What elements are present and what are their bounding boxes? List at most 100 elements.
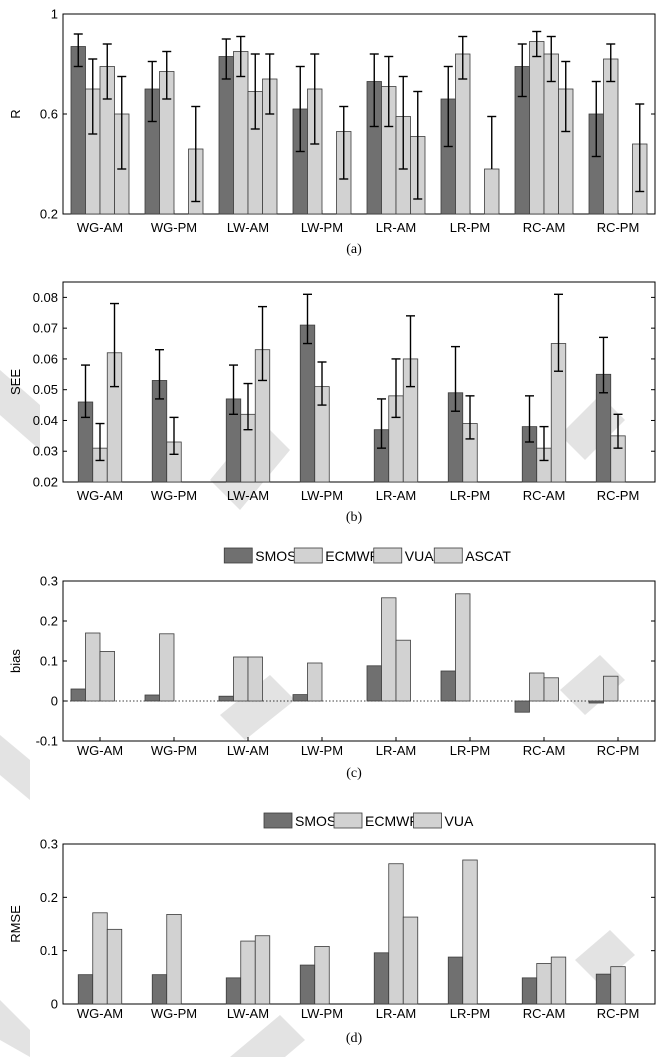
panel-3: -0.1 0 0.1 0.2 0.3 bias WG-AM WG-PM LW-AM LW-PM LR…: [8, 547, 656, 781]
x-tick-label: RC-AM: [523, 488, 566, 503]
bar: [299, 964, 316, 1005]
bar: [381, 597, 397, 702]
bar: [233, 656, 249, 702]
x-tick-label: LR-AM: [376, 220, 416, 235]
x-tick-label: LW-PM: [301, 220, 343, 235]
y-tick-label: 0.2: [40, 207, 58, 222]
legend-label: SMOS: [295, 813, 336, 829]
x-tick-label: RC-PM: [597, 743, 640, 758]
y-tick-label: 0: [51, 694, 58, 709]
x-tick-label: LW-AM: [227, 488, 269, 503]
x-tick-label: LW-AM: [227, 743, 269, 758]
y-tick-label: 0: [51, 997, 58, 1012]
bar: [373, 952, 390, 1005]
bar: [218, 695, 234, 702]
panel-4: 0 0.1 0.2 0.3 RMSE WG-AM WG-PM LW-AM LW-PM LR-AM L…: [8, 812, 656, 1046]
x-tick-label: RC-PM: [597, 1006, 640, 1021]
x-tick-label: WG-AM: [77, 220, 123, 235]
legend-label: ASCAT: [465, 548, 511, 564]
x-tick-label: LR-AM: [376, 488, 416, 503]
bar: [254, 935, 271, 1005]
y-tick-label: 0.05: [33, 382, 58, 397]
bar: [550, 956, 567, 1005]
panel-label: (c): [346, 766, 362, 781]
chart-panels: 0.2 0.6 1 R WG-AM WG-PM LW-AM LW-PM LR-AM LR-PM RC…: [8, 7, 656, 1046]
legend-label: SMOS: [255, 548, 296, 564]
bar: [70, 688, 86, 702]
panel-label: (d): [346, 1031, 363, 1046]
bar: [218, 56, 234, 215]
legend-label: VUA: [445, 813, 474, 829]
watermark-chevron-0: [0, 370, 40, 450]
x-tick-label: LR-AM: [376, 1006, 416, 1021]
bar: [106, 928, 123, 1005]
x-tick-label: RC-AM: [523, 1006, 566, 1021]
legend-swatch: [223, 547, 253, 564]
x-tick-label: LR-PM: [450, 1006, 490, 1021]
legend-swatch: [333, 812, 363, 829]
bar: [240, 940, 256, 1005]
bar: [402, 916, 419, 1005]
bar: [151, 974, 168, 1005]
bar: [514, 700, 530, 713]
y-axis-label: RMSE: [8, 905, 23, 943]
bar: [292, 694, 308, 702]
bar: [595, 973, 612, 1005]
y-tick-label: 0.07: [33, 321, 58, 336]
x-tick-label: WG-PM: [151, 743, 197, 758]
plot-frame: [62, 281, 656, 483]
y-tick-label: 0.04: [33, 413, 58, 428]
plot-frame: [62, 843, 656, 1005]
legend-swatch: [263, 812, 293, 829]
bar: [610, 966, 626, 1005]
bar: [536, 963, 552, 1005]
x-tick-label: LW-PM: [301, 743, 343, 758]
bar: [70, 46, 86, 215]
bar: [99, 651, 115, 702]
y-tick-label: 0.1: [40, 943, 58, 958]
x-tick-label: WG-AM: [77, 488, 123, 503]
x-tick-label: WG-PM: [151, 220, 197, 235]
x-tick-label: LR-PM: [450, 488, 490, 503]
y-tick-label: 0.3: [40, 574, 58, 589]
x-tick-label: RC-AM: [523, 220, 566, 235]
bar: [462, 859, 478, 1005]
y-tick-label: 0.02: [33, 475, 58, 490]
legend-swatch: [413, 812, 442, 829]
x-tick-label: WG-AM: [77, 1006, 123, 1021]
legend-label: VUA: [405, 548, 434, 564]
plot-frame: [62, 580, 656, 742]
legend-swatch: [433, 547, 463, 564]
x-tick-label: RC-PM: [597, 220, 640, 235]
y-tick-label: 1: [51, 7, 58, 22]
watermark-chevron-4: [220, 675, 295, 740]
legend-label: ECMWF: [325, 548, 378, 564]
panel-label: (a): [346, 242, 362, 257]
y-tick-label: 0.2: [40, 614, 58, 629]
bar: [543, 677, 559, 702]
legend-swatch: [293, 547, 323, 564]
bar: [395, 639, 411, 702]
bar: [366, 665, 382, 702]
watermark-chevron-8: [575, 930, 635, 985]
bar: [388, 863, 404, 1005]
bar: [166, 914, 182, 1005]
x-tick-label: RC-AM: [523, 743, 566, 758]
y-tick-label: 0.03: [33, 444, 58, 459]
panel-2: 0.02 0.03 0.04 0.05 0.06 0.07 0.08 SEE WG-AM WG-P…: [8, 281, 656, 525]
watermark-chevron-6: [0, 1000, 30, 1057]
y-axis-label: SEE: [8, 369, 23, 395]
bar: [307, 662, 323, 702]
bar: [529, 672, 545, 702]
bar: [484, 168, 500, 215]
x-tick-label: LW-AM: [227, 220, 269, 235]
y-tick-label: -0.1: [36, 734, 58, 749]
legend-label: ECMWF: [365, 813, 418, 829]
y-axis-label: R: [8, 109, 23, 118]
bar: [299, 324, 316, 483]
panel-1: 0.2 0.6 1 R WG-AM WG-PM LW-AM LW-PM LR-AM LR-PM RC…: [8, 7, 656, 257]
x-tick-label: LR-PM: [450, 220, 490, 235]
panel-label: (b): [346, 510, 363, 525]
bar: [144, 694, 160, 702]
